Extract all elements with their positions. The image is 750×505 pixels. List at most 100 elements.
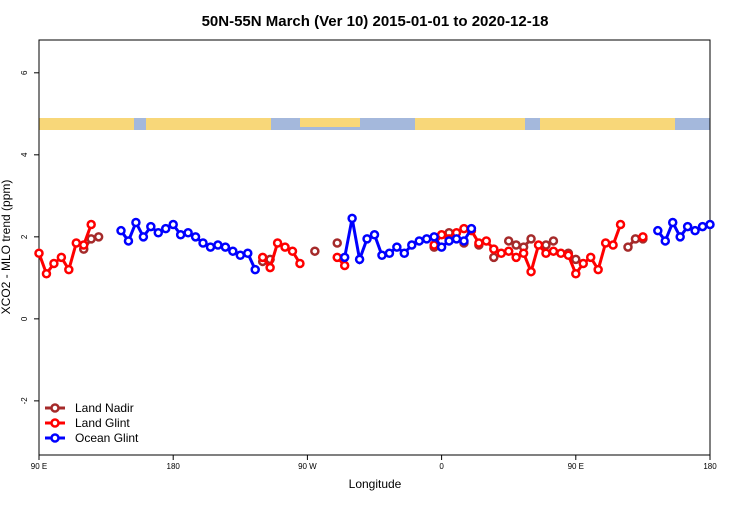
data-point	[78, 240, 89, 250]
data-point	[571, 254, 581, 265]
x-axis-label: Longitude	[349, 477, 402, 491]
data-point	[421, 234, 432, 244]
data-point	[392, 242, 402, 252]
x-tick-label: 90 E	[31, 462, 47, 471]
data-point	[220, 242, 231, 252]
data-point	[489, 252, 499, 263]
data-point	[563, 250, 574, 261]
series	[116, 213, 715, 275]
data-point	[295, 258, 305, 269]
data-point	[280, 242, 290, 252]
data-point	[64, 264, 74, 275]
data-point	[49, 258, 59, 269]
data-point	[265, 262, 275, 273]
data-point	[362, 234, 372, 244]
data-point	[444, 236, 454, 246]
series	[34, 219, 648, 279]
data-point	[175, 230, 186, 240]
data-point	[86, 219, 96, 230]
data-point	[459, 223, 469, 234]
data-point	[414, 236, 424, 246]
data-point	[228, 246, 238, 256]
data-point	[682, 221, 693, 232]
data-point	[71, 238, 82, 248]
land-band	[415, 118, 525, 130]
data-point	[190, 232, 201, 242]
data-point	[653, 225, 663, 236]
data-point	[116, 225, 126, 236]
data-point	[384, 248, 395, 258]
land-ocean-strip	[39, 118, 710, 130]
y-tick-label: 2	[20, 234, 29, 239]
data-point	[213, 240, 223, 250]
data-point	[198, 238, 208, 248]
data-point	[332, 238, 342, 248]
legend-marker	[50, 403, 60, 413]
data-point	[339, 260, 350, 271]
data-point	[623, 242, 633, 252]
data-point	[697, 221, 708, 232]
legend-marker	[50, 433, 60, 443]
data-point	[41, 268, 52, 279]
data-point	[690, 225, 700, 236]
data-point	[86, 234, 96, 244]
data-point	[481, 236, 492, 246]
data-point	[436, 230, 447, 240]
data-point	[451, 234, 462, 244]
data-point	[630, 234, 641, 244]
data-point	[243, 248, 253, 258]
x-tick-label: 180	[703, 462, 717, 471]
data-point	[235, 250, 246, 261]
data-point	[131, 217, 141, 228]
data-point	[556, 248, 566, 258]
legend-label: Land Glint	[75, 416, 130, 430]
data-point	[93, 232, 104, 242]
data-point	[503, 236, 514, 246]
data-point	[511, 240, 521, 250]
data-point	[638, 232, 648, 242]
data-point	[287, 246, 298, 256]
data-point	[399, 248, 410, 258]
land-band	[300, 118, 360, 127]
data-point	[272, 238, 283, 248]
data-point	[56, 252, 67, 263]
legend-label: Ocean Glint	[75, 431, 139, 445]
data-point	[489, 244, 499, 254]
land-band	[146, 118, 271, 130]
data-point	[503, 246, 514, 256]
data-point	[593, 264, 603, 275]
data-point	[339, 252, 350, 263]
data-point	[153, 227, 164, 238]
data-point	[205, 242, 216, 252]
data-point	[571, 268, 581, 279]
data-point	[138, 232, 149, 242]
data-point	[578, 258, 589, 269]
data-point	[377, 250, 387, 261]
x-tick-label: 0	[439, 462, 444, 471]
data-point	[459, 236, 469, 246]
data-point	[526, 234, 536, 244]
x-tick-label: 90 W	[298, 462, 317, 471]
data-point	[123, 236, 134, 246]
data-point	[667, 217, 678, 228]
data-point	[675, 232, 685, 242]
y-tick-label: 4	[20, 152, 29, 157]
data-point	[347, 213, 357, 224]
data-point	[600, 238, 611, 248]
data-point	[496, 248, 506, 258]
data-point	[541, 240, 551, 250]
y-axis-label: XCO2 - MLO trend (ppm)	[0, 180, 13, 315]
x-tick-label: 90 E	[568, 462, 584, 471]
y-tick-label: 0	[20, 316, 29, 321]
legend-label: Land Nadir	[75, 401, 134, 415]
x-tick-label: 180	[167, 462, 181, 471]
data-point	[146, 221, 156, 232]
y-tick-label: 6	[20, 70, 29, 75]
data-point	[474, 238, 484, 248]
data-point	[615, 219, 626, 230]
data-point	[660, 236, 671, 246]
data-point	[608, 240, 618, 250]
data-point	[354, 254, 365, 265]
data-point	[518, 248, 529, 258]
